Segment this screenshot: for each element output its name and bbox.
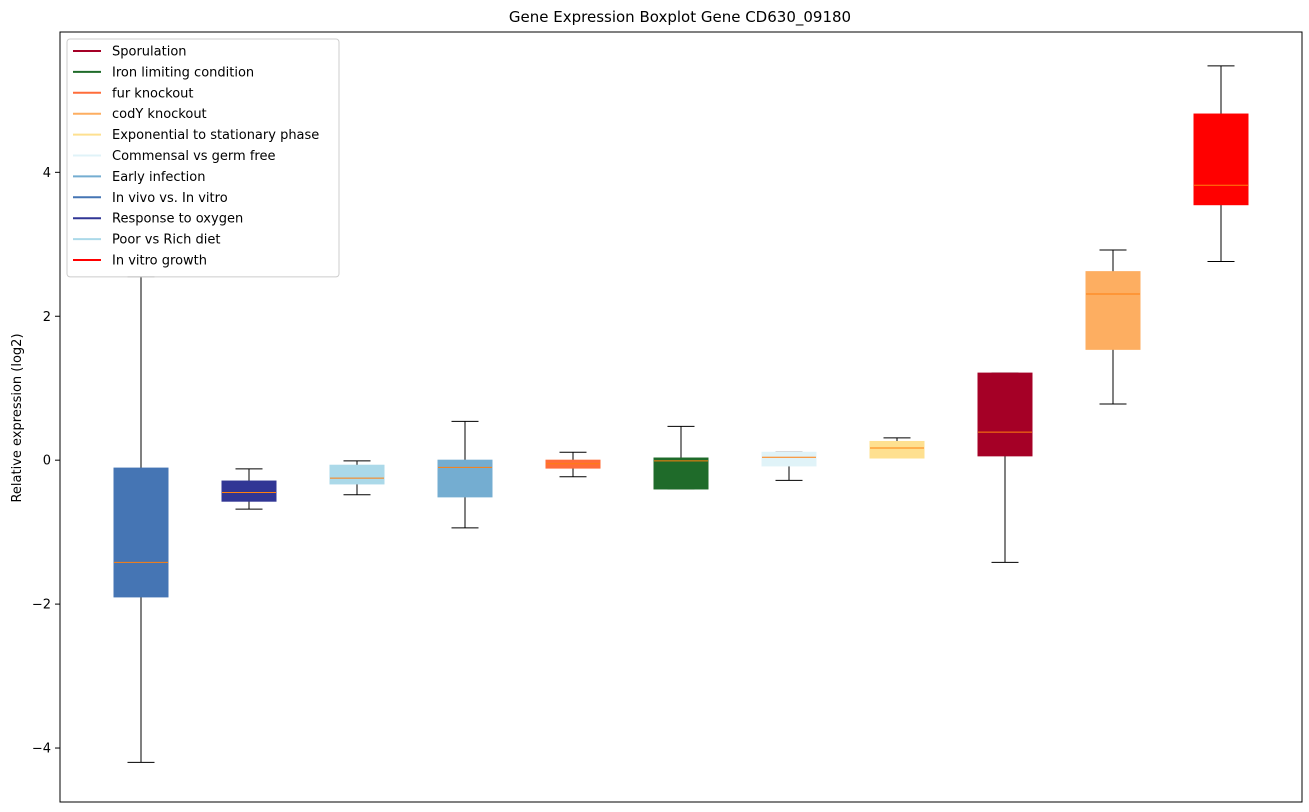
legend-box — [66, 38, 340, 278]
legend-label: In vitro growth — [112, 254, 207, 269]
box-iqr — [221, 480, 277, 502]
y-tick-label: 2 — [43, 310, 51, 325]
legend-label: Response to oxygen — [112, 212, 243, 227]
plot-area — [113, 65, 1249, 763]
box-iqr — [1085, 271, 1141, 350]
box-9 — [977, 372, 1033, 563]
box-1 — [113, 276, 169, 763]
legend-label: Early infection — [112, 170, 205, 185]
legend-entry: In vivo vs. In vitro — [73, 191, 228, 206]
box-10 — [1085, 249, 1141, 405]
legend-label: Exponential to stationary phase — [112, 128, 319, 143]
y-axis: −4 −2 0 2 4 — [32, 166, 60, 757]
box-iqr — [113, 467, 169, 598]
box-8 — [869, 437, 925, 459]
box-iqr — [869, 440, 925, 459]
y-tick-label: −4 — [32, 742, 51, 757]
legend-label: Commensal vs germ free — [112, 149, 275, 164]
box-11 — [1193, 65, 1249, 263]
legend-entry: Commensal vs germ free — [73, 149, 275, 164]
box-6 — [653, 425, 709, 490]
legend-entry: codY knockout — [73, 107, 207, 122]
legend-entry: Poor vs Rich diet — [73, 233, 220, 248]
box-iqr — [761, 451, 817, 467]
y-tick-label: −2 — [32, 598, 51, 613]
legend-label: codY knockout — [112, 107, 207, 122]
legend-entry: In vitro growth — [73, 254, 207, 269]
box-4 — [437, 420, 493, 529]
legend: Sporulation Iron limiting condition fur kn… — [66, 38, 340, 278]
y-axis-label: Relative expression (log2) — [10, 333, 25, 502]
box-iqr — [437, 459, 493, 498]
y-tick-label: 4 — [43, 166, 51, 181]
legend-label: Sporulation — [112, 45, 187, 60]
box-iqr — [1193, 113, 1249, 206]
legend-entry: fur knockout — [73, 86, 194, 101]
legend-entry: Iron limiting condition — [73, 65, 254, 80]
box-iqr — [977, 372, 1033, 457]
legend-label: Poor vs Rich diet — [112, 233, 220, 248]
box-5 — [545, 451, 601, 478]
legend-entry: Exponential to stationary phase — [73, 128, 319, 143]
box-2 — [221, 468, 277, 510]
y-tick-label: 0 — [43, 454, 51, 469]
plot-frame — [59, 31, 1303, 803]
legend-entry: Early infection — [73, 170, 205, 185]
box-iqr — [329, 464, 385, 485]
box-iqr — [653, 457, 709, 490]
legend-label: Iron limiting condition — [112, 65, 254, 80]
chart-title: Gene Expression Boxplot Gene CD630_09180 — [509, 8, 851, 27]
box-7 — [761, 451, 817, 481]
legend-label: fur knockout — [112, 86, 194, 101]
legend-entry: Response to oxygen — [73, 212, 243, 227]
box-3 — [329, 460, 385, 496]
legend-label: In vivo vs. In vitro — [112, 191, 228, 206]
legend-entry: Sporulation — [73, 45, 187, 60]
